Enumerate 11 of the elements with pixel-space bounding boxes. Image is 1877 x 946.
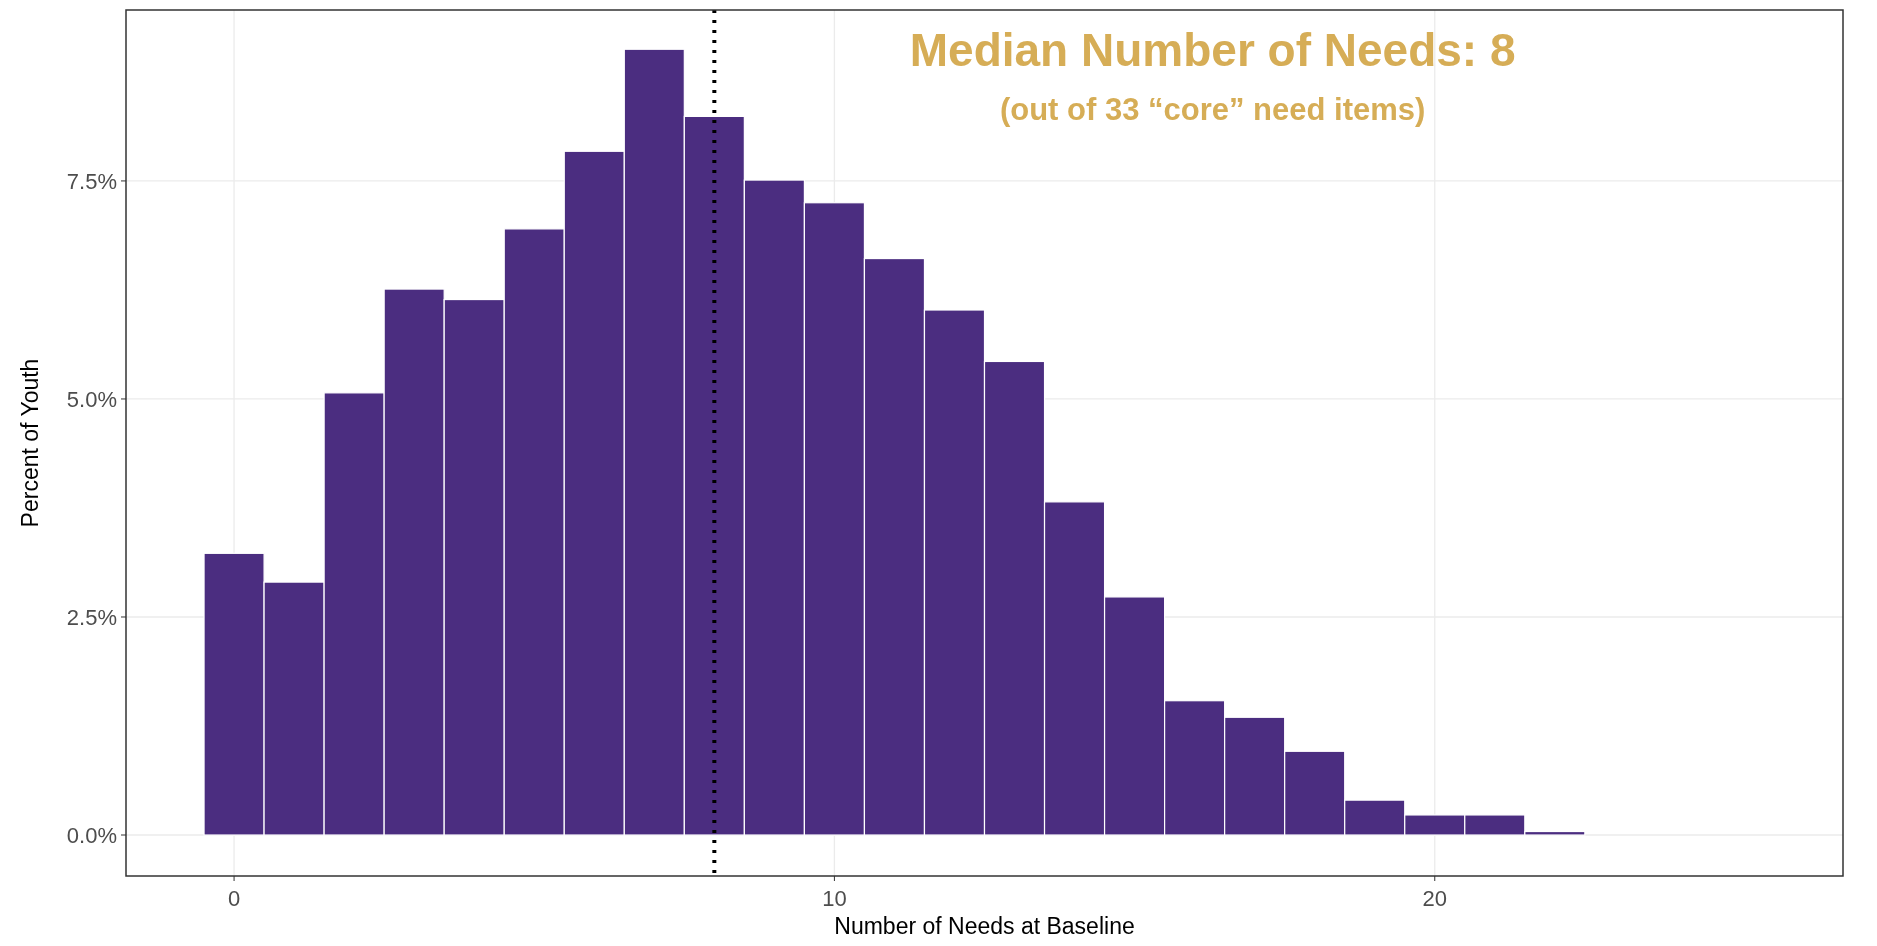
x-tick-label: 10 (822, 886, 847, 911)
y-axis-title: Percent of Youth (17, 358, 43, 528)
annotation: (out of 33 “core” need items) (999, 92, 1426, 127)
y-tick-label: 7.5% (66, 168, 117, 194)
x-axis-title: Number of Needs at Baseline (834, 913, 1135, 939)
annotation: Median Number of Needs: 8 (909, 24, 1516, 76)
y-tick-label: 5.0% (66, 386, 117, 412)
x-tick-label: 20 (1422, 886, 1447, 911)
y-tick-label: 2.5% (66, 604, 117, 630)
x-tick-label: 0 (227, 886, 241, 911)
y-tick-label: 0.0% (66, 823, 117, 849)
